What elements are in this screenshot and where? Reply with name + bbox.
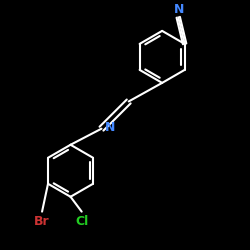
Text: N: N: [104, 121, 115, 134]
Text: Cl: Cl: [75, 215, 88, 228]
Text: N: N: [174, 3, 185, 16]
Text: Br: Br: [34, 215, 50, 228]
